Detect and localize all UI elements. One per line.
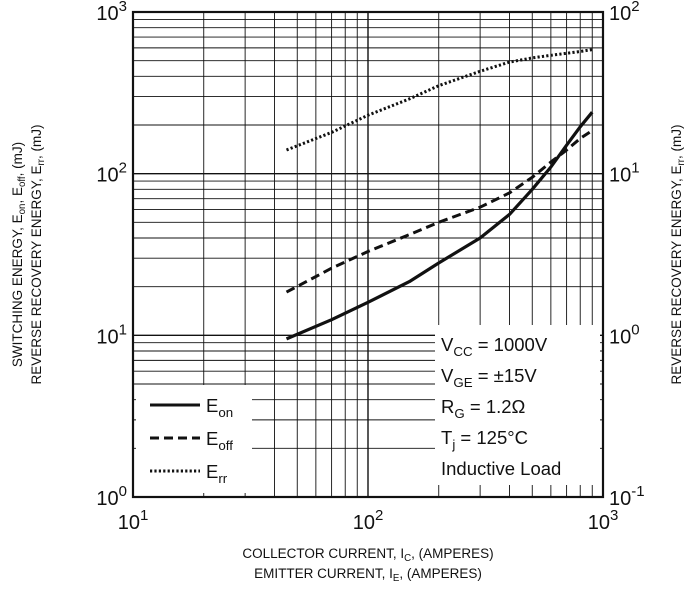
x-tick-label: 101 (118, 507, 149, 534)
x-axis-title-line: COLLECTOR CURRENT, IC, (AMPERES) (242, 546, 493, 564)
y2-tick-label: 100 (609, 321, 640, 348)
condition-line: RG = 1.2Ω (441, 396, 526, 421)
legend-label-off: Eoff (206, 428, 233, 453)
y-tick-label: 102 (96, 160, 127, 187)
condition-line: VGE = ±15V (441, 365, 537, 390)
y-axis-title-line: SWITCHING ENERGY, Eon, Eoff, (mJ) (10, 142, 28, 367)
chart-legend: Eon Eoff Err (136, 385, 252, 493)
x-tick-label: 103 (588, 507, 619, 534)
y-tick-label: 101 (96, 321, 127, 348)
y-tick-label: 103 (96, 0, 127, 25)
condition-line: Inductive Load (441, 458, 561, 479)
y2-tick-label: 101 (609, 160, 640, 187)
condition-line: VCC = 1000V (441, 334, 548, 359)
test-conditions-box: VCC = 1000V VGE = ±15V RG = 1.2Ω Tj = 125°C… (435, 325, 600, 485)
chart-series (285, 48, 594, 341)
y-tick-label: 100 (96, 483, 127, 510)
plot-frame (131, 10, 605, 499)
series-line-off (285, 129, 594, 294)
chart-axis-titles: COLLECTOR CURRENT, IC, (AMPERES) EMITTER … (10, 124, 687, 583)
y-axis-title-line: REVERSE RECOVERY ENERGY, Err, (mJ) (29, 124, 47, 384)
x-tick-label: 102 (353, 507, 384, 534)
legend-label-on: Eon (206, 395, 233, 420)
y2-tick-label: 10-1 (609, 483, 645, 510)
legend-label-rr: Err (206, 461, 228, 486)
conditions-background (435, 325, 600, 485)
condition-line: Tj = 125°C (441, 427, 528, 452)
y2-axis-title-line: REVERSE RECOVERY ENERGY, Err, (mJ) (669, 124, 687, 384)
y2-tick-label: 102 (609, 0, 640, 25)
series-line-on (285, 111, 594, 341)
series-line-rr (285, 48, 593, 152)
x-axis-title-line: EMITTER CURRENT, IE, (AMPERES) (254, 566, 482, 584)
